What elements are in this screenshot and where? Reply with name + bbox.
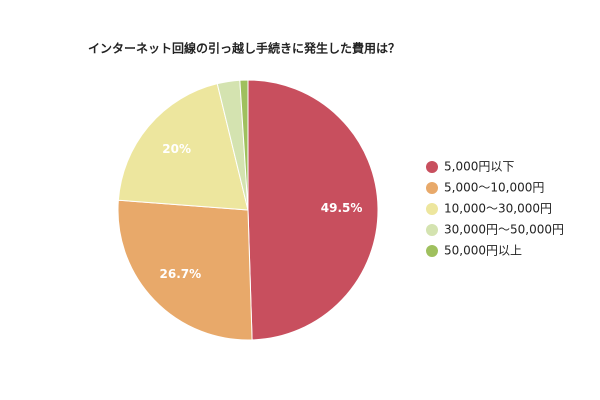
legend-label: 5,000〜10,000円 bbox=[444, 181, 544, 195]
legend-label: 30,000円〜50,000円 bbox=[444, 223, 564, 237]
pie-slice bbox=[239, 79, 249, 211]
legend-marker bbox=[426, 224, 438, 236]
legend-label: 5,000円以下 bbox=[444, 160, 514, 174]
legend-marker bbox=[426, 161, 438, 173]
pie-slice bbox=[117, 83, 249, 211]
chart-title: インターネット回線の引っ越し手続きに発生した費用は？ bbox=[88, 41, 400, 56]
value-label: 20% bbox=[162, 142, 191, 156]
pie-slice bbox=[117, 199, 253, 341]
legend-marker bbox=[426, 203, 438, 215]
legend-label: 10,000〜30,000円 bbox=[444, 202, 552, 216]
legend-label: 50,000円以上 bbox=[444, 244, 522, 258]
value-label: 49.5% bbox=[321, 201, 363, 215]
legend-marker bbox=[426, 182, 438, 194]
pie-slice bbox=[247, 79, 379, 341]
legend-marker bbox=[426, 245, 438, 257]
value-label: 26.7% bbox=[160, 267, 202, 281]
